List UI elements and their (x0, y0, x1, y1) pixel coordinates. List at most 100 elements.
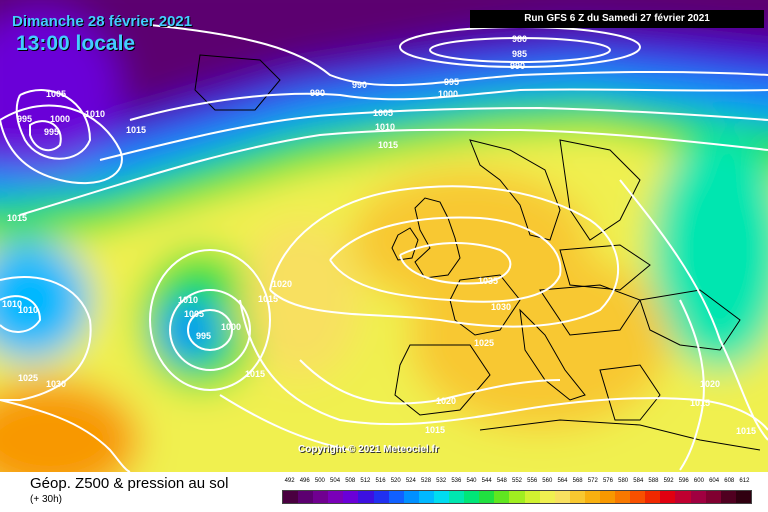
geopotential-map-canvas: 980 985 990 990 990 995 1000 1005 1010 1… (0, 0, 768, 472)
isobar-label: 1005 (46, 89, 66, 99)
color-scale-cell (373, 491, 389, 503)
color-scale-cell (479, 491, 495, 503)
isobar-label: 985 (512, 49, 527, 59)
color-scale-label: 492 (284, 478, 295, 484)
color-scale-cell (298, 491, 314, 503)
color-scale-cell (615, 491, 631, 503)
isobar-label: 1000 (221, 322, 241, 332)
color-scale-cell (418, 491, 434, 503)
color-scale-label: 520 (390, 478, 401, 484)
color-scale-cell (403, 491, 419, 503)
forecast-range: (+ 30h) (30, 494, 62, 505)
color-scale-label: 604 (709, 478, 720, 484)
isobar-label: 1005 (373, 108, 393, 118)
color-scale-label: 536 (451, 478, 462, 484)
isobar-label: 1010 (85, 109, 105, 119)
isobar-label: 1030 (46, 379, 66, 389)
color-scale-cell (675, 491, 691, 503)
color-scale-label: 580 (618, 478, 629, 484)
color-scale (282, 490, 752, 504)
color-scale-label: 572 (587, 478, 598, 484)
isobar-label: 1030 (491, 302, 511, 312)
isobar-label: 1015 (690, 398, 710, 408)
color-scale-label: 544 (481, 478, 492, 484)
isobar-label: 1005 (184, 309, 204, 319)
color-scale-cell (660, 491, 676, 503)
copyright-notice: Copyright © 2021 Meteociel.fr (298, 444, 439, 455)
forecast-map: 980 985 990 990 990 995 1000 1005 1010 1… (0, 0, 768, 472)
isobar-label: 1015 (7, 213, 27, 223)
color-scale-cell (554, 491, 570, 503)
isobar-label: 995 (44, 127, 59, 137)
color-scale-cell (509, 491, 525, 503)
color-scale-cell (358, 491, 374, 503)
color-scale-cell (313, 491, 329, 503)
forecast-date: Dimanche 28 février 2021 (12, 13, 193, 30)
color-scale-cell (449, 491, 465, 503)
color-scale-label: 504 (330, 478, 341, 484)
isobar-label: 990 (510, 61, 525, 71)
color-scale-cell (645, 491, 661, 503)
isobar-label: 1000 (438, 89, 458, 99)
isobar-label: 1015 (245, 369, 265, 379)
color-scale-label: 608 (724, 478, 735, 484)
color-scale-label: 584 (633, 478, 644, 484)
color-scale-label: 588 (648, 478, 659, 484)
color-scale-cell (690, 491, 706, 503)
color-scale-cell (433, 491, 450, 503)
color-scale-label: 576 (602, 478, 613, 484)
isobar-label: 990 (352, 80, 367, 90)
color-scale-cell (464, 491, 480, 503)
color-scale-label: 596 (678, 478, 689, 484)
isobar-label: 980 (512, 34, 527, 44)
isobar-label: 1015 (378, 140, 398, 150)
color-scale-label: 496 (299, 478, 310, 484)
color-scale-cell (494, 491, 510, 503)
color-scale-label: 592 (663, 478, 674, 484)
isobar-label: 1035 (478, 276, 498, 286)
isobar-label: 1020 (272, 279, 292, 289)
map-title: Géop. Z500 & pression au sol (30, 475, 229, 492)
isobar-label: 1010 (178, 295, 198, 305)
color-scale-label: 540 (466, 478, 477, 484)
color-scale-label: 508 (345, 478, 356, 484)
color-scale-cell (328, 491, 344, 503)
color-scale-label: 552 (511, 478, 522, 484)
color-scale-cell (343, 491, 359, 503)
isobar-label: 995 (444, 77, 459, 87)
isobar-label: 1010 (2, 299, 22, 309)
isobar-label: 995 (196, 331, 211, 341)
isobar-label: 1010 (375, 122, 395, 132)
color-scale-cell (720, 491, 736, 503)
isobar-label: 1015 (126, 125, 146, 135)
color-scale-label: 548 (496, 478, 507, 484)
color-scale-cell (524, 491, 540, 503)
color-scale-label: 600 (693, 478, 704, 484)
isobar-label: 990 (310, 88, 325, 98)
legend-bar: Géop. Z500 & pression au sol (+ 30h) 492… (0, 472, 768, 512)
isobar-label: 1000 (50, 114, 70, 124)
isobar-label: 1025 (18, 373, 38, 383)
color-scale-labels: 492 496 500 504 508 512 516 520 524 528 532 536 540 5… (282, 478, 752, 488)
color-scale-cell (599, 491, 616, 503)
z500-color-field (0, 0, 768, 472)
color-scale-cell (584, 491, 600, 503)
color-scale-label: 500 (314, 478, 325, 484)
isobars (0, 24, 768, 472)
isobar-label: 1015 (736, 426, 756, 436)
color-scale-label: 564 (557, 478, 568, 484)
color-scale-cell (735, 491, 751, 503)
color-scale-cell (705, 491, 721, 503)
color-scale-cell (283, 491, 299, 503)
color-scale-cell (539, 491, 555, 503)
isobar-label: 1020 (700, 379, 720, 389)
color-scale-label: 528 (421, 478, 432, 484)
color-scale-label: 556 (527, 478, 538, 484)
color-scale-label: 516 (375, 478, 386, 484)
isobar-label: 995 (17, 114, 32, 124)
color-scale-label: 612 (739, 478, 750, 484)
isobar-label: 1020 (436, 396, 456, 406)
isobar-label: 1015 (425, 425, 445, 435)
color-scale-label: 512 (360, 478, 371, 484)
color-scale-cell (388, 491, 404, 503)
